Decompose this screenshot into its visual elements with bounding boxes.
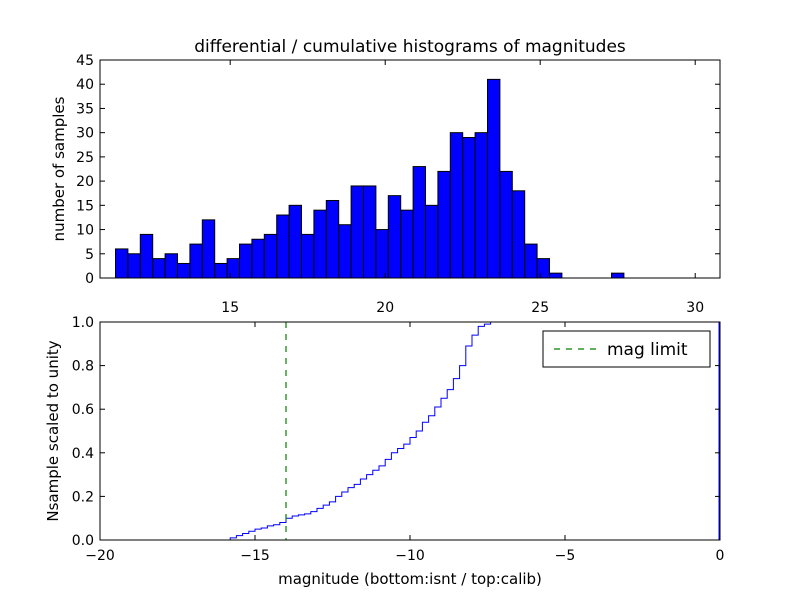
bottom-y-axis-label: Nsample scaled to unity [44,340,62,521]
histogram-bar [139,233,154,279]
histogram-bar [375,229,389,279]
histogram-bar [201,219,216,279]
histogram-bar [288,204,303,279]
x-tick-label: −20 [85,548,115,564]
chart-title: differential / cumulative histograms of … [194,37,626,57]
histogram-bar [449,132,464,279]
differential-histogram-panel: differential / cumulative histograms of … [50,37,721,316]
histogram-bar [263,233,278,279]
top-y-axis-label: number of samples [50,96,68,241]
histogram-bars [115,78,625,279]
y-tick-label: 45 [76,53,94,69]
y-tick-label: 15 [76,198,94,214]
x-tick-label: 15 [221,300,239,316]
x-tick-label: −15 [240,548,270,564]
histogram-bar [226,258,241,279]
histogram-bar [524,243,538,279]
histogram-bar [387,195,402,279]
x-tick-label: −10 [395,548,425,564]
y-tick-label: 25 [76,150,94,166]
histogram-bar [325,199,340,279]
histogram-bar [338,224,352,279]
x-tick-label: −5 [555,548,576,564]
histogram-bar [239,243,253,279]
histogram-bar [611,272,625,279]
y-tick-label: 0.2 [72,489,94,505]
histogram-bar [152,258,166,279]
histogram-bar [251,238,265,279]
y-tick-label: 0.8 [72,359,94,375]
histogram-bar [350,185,365,279]
histogram-bar [499,170,513,279]
histogram-bar [412,166,427,279]
y-tick-label: 0.0 [72,533,94,549]
y-tick-label: 1.0 [72,315,94,331]
histogram-bar [214,262,228,279]
histogram-bar [511,190,526,279]
histogram-bar [487,78,501,279]
y-tick-label: 0.6 [72,402,94,418]
legend: mag limit [542,330,711,368]
y-tick-label: 40 [76,77,94,93]
histogram-bar [549,272,563,279]
histogram-bar [276,214,290,279]
histogram-bar [363,185,377,279]
x-tick-label: 0 [716,548,725,564]
y-tick-label: 10 [76,223,94,239]
y-tick-label: 0.4 [72,446,94,462]
y-tick-label: 0 [85,271,94,287]
histogram-bar [115,248,129,279]
histogram-bar [313,209,327,279]
cumulative-histogram-panel: 0.0 0.2 0.4 0.6 0.8 1.0 −20 −15 −10 −5 0 magnitude… [44,315,724,588]
top-axis-ticks: 0 5 10 15 20 25 30 35 40 45 15 20 25 30 [76,53,720,316]
cumulative-lines [100,321,720,541]
histogram-bar [164,253,179,279]
histogram-bar [474,132,489,279]
x-tick-label: 20 [376,300,394,316]
histogram-bar [177,262,191,279]
y-tick-label: 30 [76,126,94,142]
top-axes-frame [99,59,721,279]
histogram-bar [425,204,439,279]
histogram-bar [437,170,451,279]
histogram-bar [536,258,550,279]
x-tick-label: 30 [686,300,704,316]
y-tick-label: 20 [76,174,94,190]
histogram-bar [189,243,203,279]
histogram-bar [400,209,414,279]
histogram-bar [462,137,476,279]
bottom-axis-ticks: 0.0 0.2 0.4 0.6 0.8 1.0 −20 −15 −10 −5 0 [72,315,725,564]
y-tick-label: 35 [76,101,94,117]
histogram-bar [127,253,141,279]
legend-mag-limit-label: mag limit [607,340,688,360]
cumulative-step-line [100,321,720,541]
histogram-bar [301,233,315,279]
bottom-x-axis-label: magnitude (bottom:isnt / top:calib) [278,570,542,588]
y-tick-label: 5 [85,247,94,263]
x-tick-label: 25 [531,300,549,316]
